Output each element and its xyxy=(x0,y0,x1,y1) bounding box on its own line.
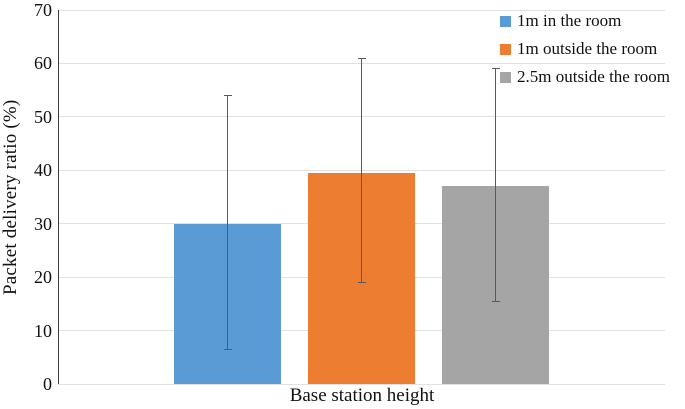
error-bar-2-5m-outside-the-room xyxy=(495,68,496,302)
error-bar-cap xyxy=(357,57,366,59)
error-bar-cap xyxy=(223,94,232,96)
legend-swatch-icon xyxy=(500,71,511,83)
legend-label: 2.5m outside the room xyxy=(517,67,670,86)
legend-label: 1m in the room xyxy=(517,11,622,30)
error-bar-1m-in-the-room xyxy=(227,95,228,350)
y-axis-line xyxy=(58,10,59,384)
gridline-y-0 xyxy=(58,383,665,385)
legend-item-1m-in-the-room: 1m in the room xyxy=(500,7,670,35)
legend-item-1m-outside-the-room: 1m outside the room xyxy=(500,35,670,63)
y-tick-label: 10 xyxy=(34,320,52,341)
x-axis-title: Base station height xyxy=(289,385,435,406)
y-tick-label: 0 xyxy=(43,374,52,394)
error-bar-cap xyxy=(491,301,500,303)
legend-swatch-icon xyxy=(500,15,511,27)
error-bar-1m-outside-the-room xyxy=(361,58,362,283)
error-bar-cap xyxy=(491,68,500,70)
y-tick-label: 60 xyxy=(34,53,52,74)
y-tick-label: 50 xyxy=(34,106,52,127)
y-tick-label: 70 xyxy=(34,0,52,20)
error-bar-cap xyxy=(223,348,232,350)
legend: 1m in the room 1m outside the room 2.5m ou… xyxy=(500,7,670,91)
legend-item-2-5m-outside-the-room: 2.5m outside the room xyxy=(500,63,670,91)
error-bar-cap xyxy=(357,281,366,283)
y-tick-label: 40 xyxy=(34,160,52,181)
y-tick-label: 30 xyxy=(34,213,52,234)
legend-swatch-icon xyxy=(500,43,511,55)
plot-area xyxy=(58,9,665,385)
gridline-y-70 xyxy=(58,9,665,11)
legend-label: 1m outside the room xyxy=(517,39,658,58)
y-tick-label: 20 xyxy=(34,267,52,288)
